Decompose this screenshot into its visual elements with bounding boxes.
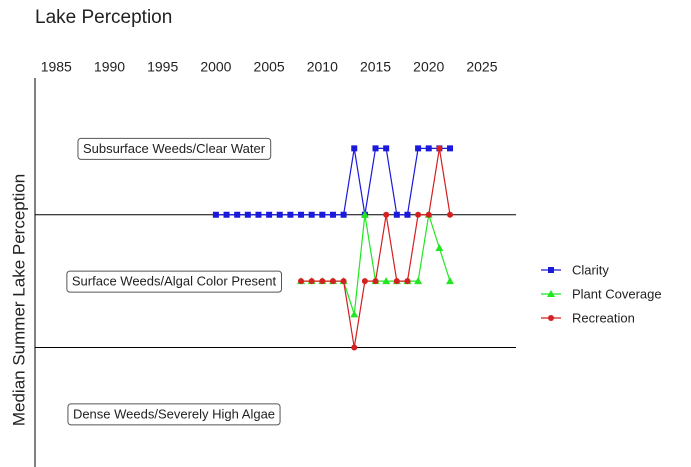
chart-title: Lake Perception [35,7,172,28]
x-tick-label: 2000 [200,59,231,75]
data-point [425,211,432,218]
data-point [415,145,422,152]
data-point [360,210,369,218]
band-label: Subsurface Weeds/Clear Water [83,141,266,156]
data-point [404,278,411,285]
band-label: Surface Weeds/Algal Color Present [72,274,277,289]
data-point [415,211,422,218]
x-tick-label: 2020 [413,59,444,75]
data-point [446,277,455,285]
data-point [351,344,358,351]
data-point [361,278,368,285]
data-point [436,145,443,152]
legend-marker [548,267,554,273]
data-point [234,211,241,218]
legend-marker [548,315,554,321]
data-point [414,277,423,285]
band-label-box [66,270,283,293]
band-label: Dense Weeds/Severely High Algae [73,406,275,421]
data-point [340,211,347,218]
data-point [447,145,454,152]
data-point [329,211,336,218]
data-point [383,211,390,218]
data-point [287,211,294,218]
data-point [404,211,411,218]
data-point [372,278,379,285]
x-tick-label: 2025 [466,59,497,75]
data-point [382,277,391,285]
data-point [308,278,315,285]
series-line [301,214,451,315]
legend-label: Plant Coverage [572,286,662,301]
band-label-box [67,403,281,426]
data-point [319,278,326,285]
data-point [308,211,315,218]
band-label-box [77,137,272,160]
series-line [301,148,451,348]
x-tick-label: 2015 [360,59,391,75]
data-point [244,211,251,218]
y-axis-label: Median Summer Lake Perception [9,174,28,426]
data-point [255,211,262,218]
data-point [276,211,283,218]
data-point [351,145,358,152]
data-point [350,310,359,318]
data-point [372,145,379,152]
x-tick-label: 2010 [307,59,338,75]
x-tick-label: 1985 [41,59,72,75]
legend-marker [547,290,555,297]
data-point [435,243,444,251]
data-point [447,211,454,218]
data-point [383,145,390,152]
data-point [329,278,336,285]
data-point [319,211,326,218]
legend-label: Clarity [572,262,609,277]
data-point [298,211,305,218]
data-point [212,211,219,218]
x-tick-label: 1990 [94,59,125,75]
data-point [340,278,347,285]
data-point [223,211,230,218]
x-tick-label: 2005 [254,59,285,75]
legend-label: Recreation [572,310,635,325]
data-point [425,145,432,152]
data-point [393,278,400,285]
data-point [393,211,400,218]
data-point [266,211,273,218]
data-point [298,278,305,285]
x-tick-label: 1995 [147,59,178,75]
